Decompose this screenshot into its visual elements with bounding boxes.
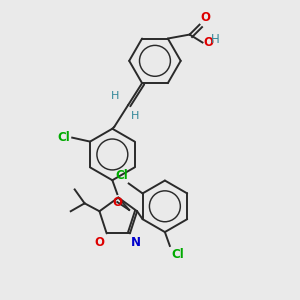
Text: O: O — [95, 236, 105, 249]
Text: Cl: Cl — [172, 248, 184, 261]
Text: O: O — [112, 196, 122, 209]
Text: N: N — [131, 236, 141, 249]
Text: O: O — [200, 11, 211, 24]
Text: Cl: Cl — [115, 169, 128, 182]
Text: H: H — [210, 33, 219, 46]
Text: O: O — [203, 36, 214, 49]
Text: H: H — [111, 91, 119, 101]
Text: Cl: Cl — [58, 131, 70, 144]
Text: H: H — [131, 111, 140, 121]
